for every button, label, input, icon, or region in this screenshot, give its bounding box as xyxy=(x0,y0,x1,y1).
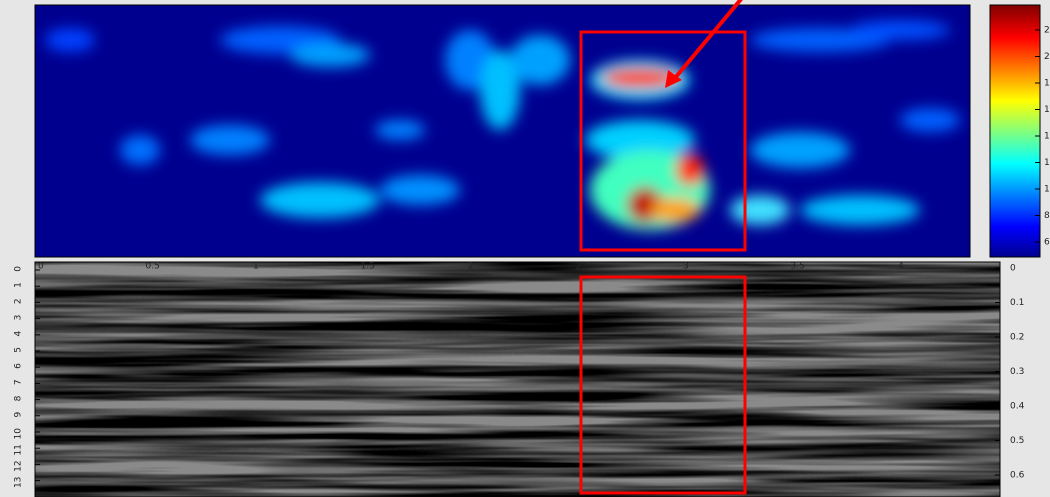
left-tick-label: 2 xyxy=(14,298,24,304)
right-tick-label: 0.3 xyxy=(1010,367,1024,377)
left-tick-label: 5 xyxy=(14,347,24,353)
left-tick-label: 13 xyxy=(14,477,24,488)
right-tick-label: 0.1 xyxy=(1010,298,1024,308)
colorbar-label: 2 xyxy=(1044,26,1050,36)
heatmap-blob xyxy=(800,195,920,225)
right-tick-label: 0.4 xyxy=(1010,402,1025,412)
top-tick-label: 1 xyxy=(253,262,259,272)
left-tick-label: 4 xyxy=(14,331,24,337)
heatmap-blob xyxy=(290,43,370,67)
top-tick-label: 4 xyxy=(898,262,904,272)
top-tick-label: 3 xyxy=(683,262,689,272)
heatmap-blob xyxy=(730,195,790,225)
top-tick-label: 1.5 xyxy=(361,262,375,272)
colorbar-label: 1 xyxy=(1044,185,1050,195)
right-tick-label: 0.5 xyxy=(1010,436,1024,446)
top-tick-label: 2 xyxy=(468,262,474,272)
left-tick-label: 1 xyxy=(14,282,24,288)
colorbar-label: 1 xyxy=(1044,132,1050,142)
top-tick-label: 2.5 xyxy=(576,262,590,272)
heatmap-blob xyxy=(380,175,460,205)
page: 22111118600.511.522.533.5401234567891011… xyxy=(0,0,1050,497)
heatmap-blob xyxy=(260,182,380,218)
left-tick-label: 12 xyxy=(14,460,24,471)
right-tick-label: 0.6 xyxy=(1010,471,1025,481)
colorbar-label: 2 xyxy=(1044,52,1050,62)
heatmap-blob xyxy=(190,125,270,155)
top-tick-label: 0.5 xyxy=(146,262,160,272)
heatmap-blob xyxy=(750,132,850,168)
colorbar-label: 6 xyxy=(1044,238,1050,248)
heatmap-blob xyxy=(900,108,960,132)
left-tick-label: 6 xyxy=(14,363,24,369)
heatmap-blob xyxy=(120,135,160,165)
heatmap-blob xyxy=(45,28,95,52)
colorbar-label: 1 xyxy=(1044,79,1050,89)
top-tick-label: 3.5 xyxy=(791,262,805,272)
left-tick-label: 7 xyxy=(14,379,24,385)
right-tick-label: 0.2 xyxy=(1010,333,1024,343)
left-tick-label: 8 xyxy=(14,395,24,401)
heatmap-blob xyxy=(850,20,950,40)
colorbar-label: 1 xyxy=(1044,105,1050,115)
heatmap-blob xyxy=(510,35,570,85)
left-tick-label: 3 xyxy=(14,315,24,321)
figure: 22111118600.511.522.533.5401234567891011… xyxy=(0,0,1050,497)
colorbar xyxy=(990,5,1040,257)
left-tick-label: 10 xyxy=(14,428,24,440)
heatmap-blob xyxy=(676,154,704,186)
left-tick-label: 11 xyxy=(14,444,24,455)
heatmap-blob xyxy=(375,120,425,140)
left-tick-label: 0 xyxy=(14,266,24,272)
colorbar-label: 8 xyxy=(1044,211,1050,221)
right-tick-label: 0 xyxy=(1010,264,1016,274)
colorbar-label: 1 xyxy=(1044,158,1050,168)
heatmap-blob xyxy=(650,198,700,222)
left-tick-label: 9 xyxy=(14,412,24,418)
radargram-stripes xyxy=(35,262,1000,497)
